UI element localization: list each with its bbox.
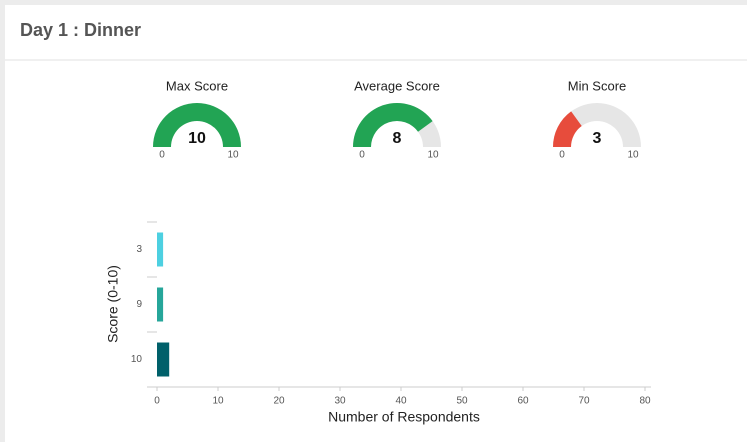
y-axis-title: Score (0-10) <box>105 265 121 343</box>
y-tick-label: 10 <box>131 354 143 365</box>
gauge-min: 0 <box>359 150 365 161</box>
x-tick-label: 30 <box>334 396 346 407</box>
gauge-value-arc <box>353 103 433 147</box>
gauge-value-arc <box>553 111 582 147</box>
gauge-max: 10 <box>427 150 439 161</box>
card <box>5 5 747 442</box>
x-tick-label: 20 <box>273 396 285 407</box>
gauge-track <box>553 103 641 147</box>
y-tick-label: 9 <box>136 299 142 310</box>
x-tick-label: 80 <box>639 396 651 407</box>
gauge-value: 8 <box>393 130 402 147</box>
y-tick-label: 3 <box>136 244 142 255</box>
x-tick-label: 10 <box>212 396 224 407</box>
x-tick-label: 50 <box>456 396 468 407</box>
bar <box>157 287 164 322</box>
gauge-min: 0 <box>159 150 165 161</box>
gauge-value: 3 <box>593 130 602 147</box>
x-tick-label: 60 <box>517 396 529 407</box>
x-tick-label: 70 <box>578 396 590 407</box>
gauge-value: 10 <box>188 130 206 147</box>
gauge-value-arc <box>153 103 241 147</box>
gauge-min: 0 <box>559 150 565 161</box>
x-axis-title: Number of Respondents <box>328 409 480 425</box>
gauge-max: 10 <box>627 150 639 161</box>
header-title: Day 1 : Dinner <box>20 20 141 40</box>
x-tick-label: 0 <box>154 396 160 407</box>
gauge-title: Average Score <box>354 78 440 93</box>
x-tick-label: 40 <box>395 396 407 407</box>
gauge-title: Max Score <box>166 78 228 93</box>
bar <box>157 232 164 267</box>
gauge-title: Min Score <box>568 78 627 93</box>
gauge-max: 10 <box>227 150 239 161</box>
bar <box>157 342 170 377</box>
